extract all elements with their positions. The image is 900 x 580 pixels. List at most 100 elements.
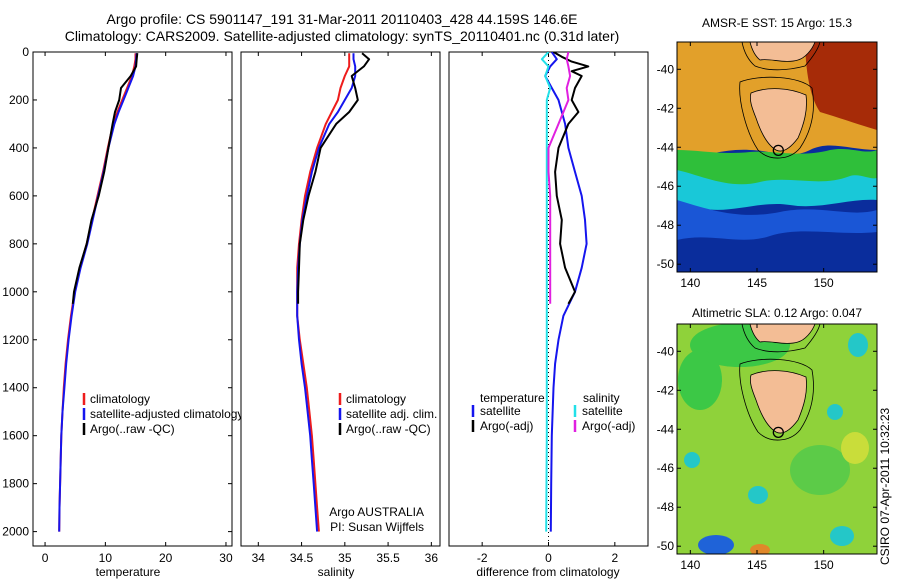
x-tick-label: 34 [252, 551, 266, 565]
x-axis-label: temperature [96, 565, 161, 579]
y-tick-label: 0 [22, 45, 29, 59]
x-tick-label: 140 [680, 558, 700, 572]
sla-blue-eddy [698, 535, 734, 554]
tick-group: 140 145 150 -40 -42 -44 -46 -48 -50 [657, 324, 877, 572]
y-tick-label: 400 [9, 141, 29, 155]
legend-label: climatology [346, 392, 406, 406]
legend-heading: temperature [480, 391, 545, 405]
series-group [58, 53, 139, 532]
chart-title-line2: Climatology: CARS2009. Satellite-adjuste… [64, 28, 620, 44]
map-frame [676, 41, 878, 273]
sla-cyan-eddy [848, 333, 868, 357]
tasmania-land [749, 370, 807, 434]
legend-label: climatology [90, 392, 150, 406]
legend-label: satellite [582, 404, 623, 418]
series-line [540, 52, 552, 532]
y-tick-label: -46 [657, 461, 675, 475]
x-axis-label: salinity [318, 565, 355, 579]
series-group [540, 52, 590, 532]
x-axis-label: difference from climatology [476, 565, 619, 579]
y-tick-label: 800 [9, 237, 29, 251]
plot-area [240, 51, 441, 547]
tick-group: 140 145 150 -40 -42 -44 -46 -48 -50 [657, 42, 877, 290]
sla-cyan-eddy [684, 452, 700, 468]
y-tick-label: 1400 [2, 381, 29, 395]
sla-yellow-patch [841, 432, 869, 464]
plot-area [448, 51, 649, 547]
sst-hot-region [805, 42, 877, 130]
legend-label: satellite adj. clim. [346, 407, 437, 421]
y-tick-label: -48 [657, 218, 675, 232]
map-title: Altimetric SLA: 0.12 Argo: 0.047 [692, 306, 862, 320]
series-line [552, 52, 590, 305]
x-tick-label: 145 [747, 558, 767, 572]
legend-label: Argo(-adj) [480, 419, 533, 433]
panel-difference: -2 0 2 difference from climatology tempera… [448, 51, 649, 579]
mainland-land [749, 42, 816, 62]
x-tick-label: 0 [545, 551, 552, 565]
y-tick-label: -44 [657, 422, 675, 436]
legend: climatology satellite adj. clim. Argo(..… [338, 392, 437, 436]
y-tick-label: -50 [657, 539, 675, 553]
y-tick-label: -48 [657, 500, 675, 514]
y-tick-label: -40 [657, 62, 675, 76]
series-group [296, 52, 371, 532]
panel-temperature: 0 10 20 30 0 200 400 600 800 1000 1200 1400 1600 1800… [2, 45, 243, 579]
float-position-marker [772, 426, 784, 439]
panel-salinity: 34 34.5 35 35.5 36 salinity climatology sate… [240, 51, 441, 579]
x-tick-label: 140 [680, 276, 700, 290]
x-tick-label: 145 [747, 276, 767, 290]
legend-label: Argo(..raw -QC) [346, 422, 431, 436]
legend-label: satellite-adjusted climatology [90, 407, 243, 421]
mainland-land [749, 324, 816, 344]
x-tick-label: 150 [814, 558, 834, 572]
y-tick-label: 200 [9, 93, 29, 107]
y-tick-label: -42 [657, 101, 675, 115]
x-tick-label: 0 [42, 551, 49, 565]
legend-label: Argo(-adj) [582, 419, 635, 433]
sst-cyan-band [677, 170, 877, 212]
series-line [547, 52, 572, 304]
y-tick-label: -40 [657, 344, 675, 358]
x-tick-label: 10 [99, 551, 113, 565]
shelf-contour [741, 324, 821, 353]
legend-label: satellite [480, 404, 521, 418]
map-sla: Altimetric SLA: 0.12 Argo: 0.047 140 145 1… [657, 306, 878, 572]
y-tick-label: -46 [657, 179, 675, 193]
timestamp-label: CSIRO 07-Apr-2011 10:32:23 [878, 407, 892, 565]
y-tick-label: 2000 [2, 525, 29, 539]
x-tick-label: 2 [611, 551, 618, 565]
y-tick-label: -44 [657, 140, 675, 154]
sla-cyan-eddy [827, 404, 843, 420]
y-tick-label: -50 [657, 257, 675, 271]
tasmania-land [749, 88, 807, 152]
sla-green-patch [790, 445, 850, 495]
sla-orange-patch [750, 544, 770, 554]
tick-group: -2 0 2 [477, 52, 618, 565]
legend: temperature satellite Argo(-adj) salinit… [471, 391, 635, 433]
legend: climatology satellite-adjusted climatolo… [82, 392, 243, 436]
chart-title-line1: Argo profile: CS 5901147_191 31-Mar-2011… [106, 11, 578, 27]
float-position-marker [772, 144, 784, 157]
legend-heading: salinity [583, 391, 620, 405]
sla-cyan-eddy [748, 486, 768, 504]
shelf-contour [739, 358, 814, 441]
plot-area [32, 51, 233, 547]
y-tick-label: 600 [9, 189, 29, 203]
x-tick-label: 35.5 [376, 551, 400, 565]
x-tick-label: 36 [425, 551, 439, 565]
legend-label: Argo(..raw -QC) [90, 422, 175, 436]
series-line [297, 52, 371, 304]
annotation-line1: Argo AUSTRALIA [329, 505, 424, 519]
x-tick-label: 150 [814, 276, 834, 290]
y-tick-label: 1200 [2, 333, 29, 347]
annotation-line2: PI: Susan Wijffels [330, 520, 424, 534]
map-title: AMSR-E SST: 15 Argo: 15.3 [702, 16, 852, 30]
y-tick-label: 1600 [2, 429, 29, 443]
y-tick-label: 1800 [2, 477, 29, 491]
x-tick-label: 20 [159, 551, 173, 565]
shelf-contour [739, 76, 814, 159]
sst-blue-band [677, 200, 877, 240]
y-tick-label: 1000 [2, 285, 29, 299]
